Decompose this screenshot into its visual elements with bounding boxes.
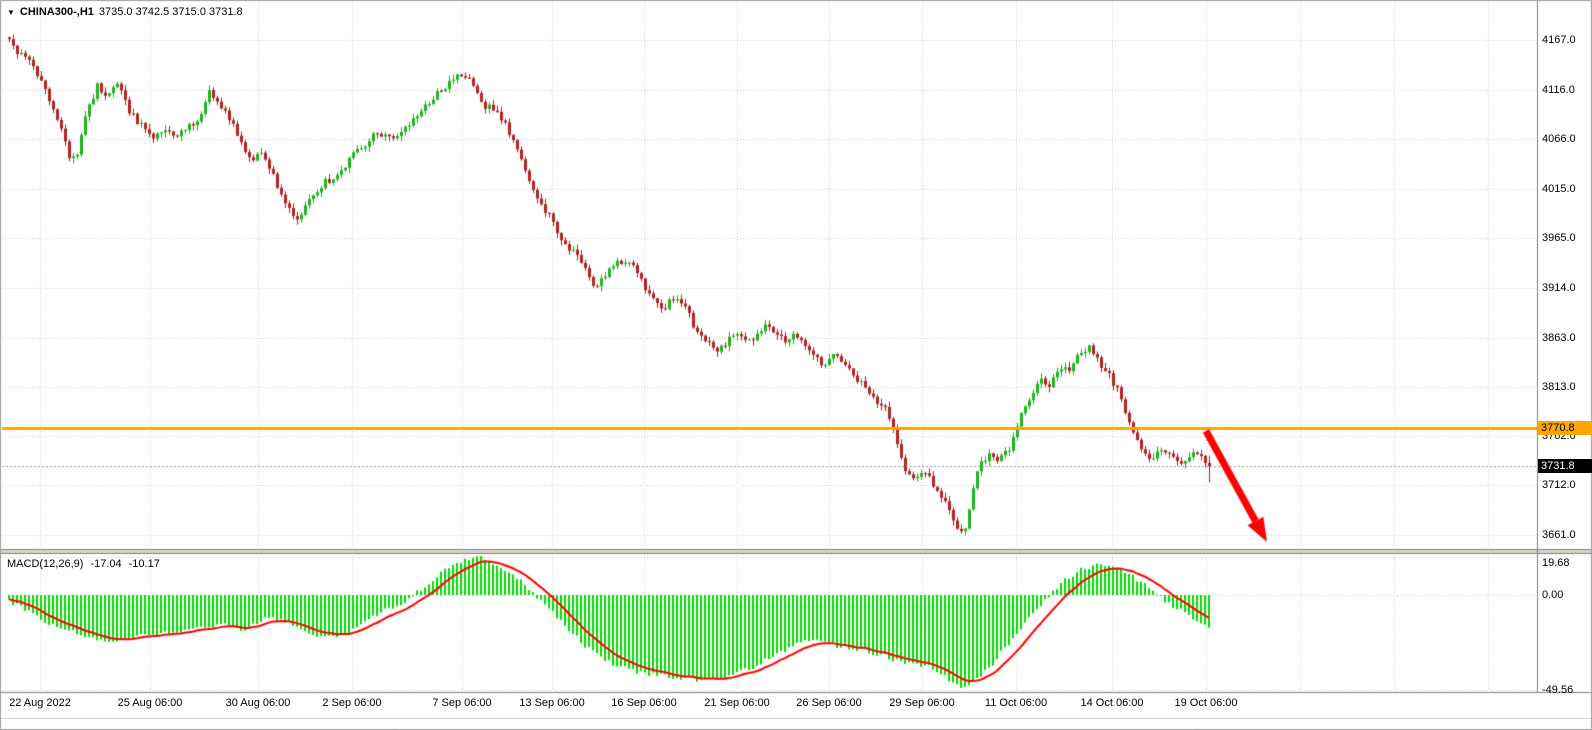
orange-level-price-tag[interactable]: 3770.8	[1538, 421, 1592, 435]
price-tick-label: 4167.0	[1542, 34, 1576, 47]
macd-header: MACD(12,26,9) -17.04 -10.17	[7, 558, 160, 570]
price-tick-label: 4066.0	[1542, 133, 1576, 146]
time-tick-label: 25 Aug 06:00	[117, 697, 183, 709]
time-tick-label: 22 Aug 2022	[9, 697, 71, 709]
symbol-dropdown-icon[interactable]: ▼	[7, 7, 15, 17]
time-tick-label: 14 Oct 06:00	[1080, 697, 1144, 709]
down-arrow-annotation[interactable]	[1198, 424, 1280, 550]
price-tick-label: 3965.0	[1542, 231, 1576, 244]
price-tick-label: 4116.0	[1542, 84, 1575, 97]
price-tick-label: 3863.0	[1542, 331, 1576, 344]
macd-tick-label: -49.56	[1542, 683, 1574, 696]
time-tick-label: 2 Sep 06:00	[322, 697, 382, 709]
symbol-title: CHINA300-,H1	[19, 6, 94, 18]
price-tick-label: 4015.0	[1542, 182, 1576, 195]
price-tick-label: 3661.0	[1542, 529, 1576, 542]
panel-splitter[interactable]	[0, 548, 1592, 555]
price-tick-label: 3712.0	[1542, 479, 1576, 492]
current-price-tag: 3731.8	[1538, 459, 1592, 473]
time-tick-label: 29 Sep 06:00	[889, 697, 955, 709]
symbol-header: ▼ CHINA300-,H1 3735.0 3742.5 3715.0 3731…	[7, 6, 243, 18]
macd-main-value: -17.04	[90, 558, 122, 570]
macd-tick-label: 0.00	[1542, 589, 1564, 601]
time-tick-label: 11 Oct 06:00	[984, 697, 1048, 709]
symbol-ohlc-values: 3735.0 3742.5 3715.0 3731.8	[98, 6, 243, 18]
time-tick-label: 30 Aug 06:00	[225, 697, 291, 709]
macd-tick-label: 19.68	[1542, 557, 1570, 569]
price-tick-label: 3813.0	[1542, 380, 1576, 393]
time-tick-label: 21 Sep 06:00	[704, 697, 770, 709]
time-tick-label: 13 Sep 06:00	[519, 697, 585, 709]
time-tick-label: 7 Sep 06:00	[432, 697, 492, 709]
time-tick-label: 19 Oct 06:00	[1174, 697, 1238, 709]
time-tick-label: 16 Sep 06:00	[611, 697, 677, 709]
price-tick-label: 3914.0	[1542, 281, 1576, 294]
macd-indicator-label: MACD(12,26,9)	[7, 558, 84, 570]
time-tick-label: 26 Sep 06:00	[796, 697, 862, 709]
macd-signal-value: -10.17	[128, 558, 160, 570]
